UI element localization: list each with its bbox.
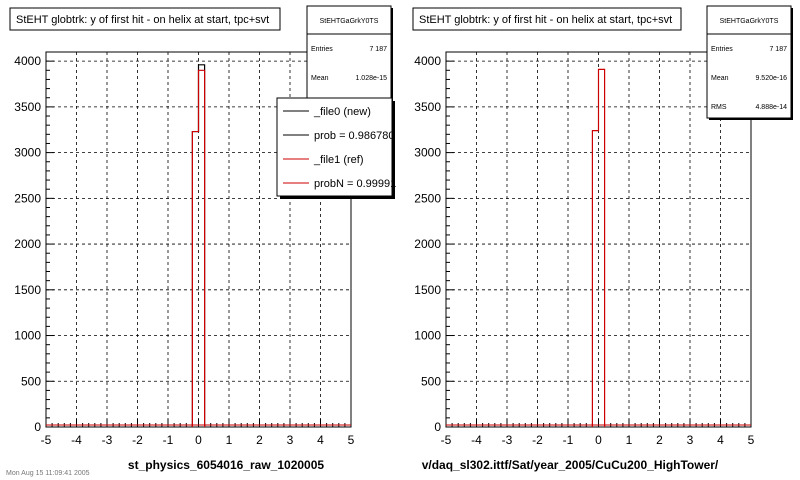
- y-tick-label: 2000: [414, 237, 441, 251]
- x-tick-label: 3: [687, 433, 694, 447]
- x-tick-label: -1: [163, 433, 174, 447]
- y-tick-label: 1000: [14, 329, 41, 343]
- stats-value: 7 187: [769, 46, 787, 53]
- stats-box: [706, 5, 792, 119]
- x-tick-label: -4: [71, 433, 82, 447]
- y-tick-label: 3000: [414, 146, 441, 160]
- legend-entry: probN = 0.99991: [314, 178, 396, 190]
- y-tick-label: 0: [34, 420, 41, 434]
- legend-entry: _file1 (ref): [313, 154, 364, 166]
- chart-panel-1: -5 -4 -3 -2 -1 0 1 2 3 4 5 0 500 1000 1500 2000 2500 3000…: [9, 5, 396, 472]
- x-tick-label: 5: [748, 433, 755, 447]
- x-tick-label: 0: [595, 433, 602, 447]
- stats-name: StEHTGaGrkY0TS: [720, 18, 779, 25]
- y-tick-label: 500: [421, 374, 441, 388]
- y-tick-label: 3500: [14, 100, 41, 114]
- x-tick-label: -3: [502, 433, 513, 447]
- stats-value: 1.028e-15: [355, 75, 387, 82]
- x-tick-label: 0: [195, 433, 202, 447]
- x-tick-label: -5: [441, 433, 452, 447]
- x-tick-label: -2: [532, 433, 543, 447]
- y-tick-label: 2500: [14, 191, 41, 205]
- y-tick-label: 1000: [414, 329, 441, 343]
- y-tick-label: 3500: [414, 100, 441, 114]
- x-axis-label: v/daq_sl302.ittf/Sat/year_2005/CuCu200_H…: [422, 458, 719, 472]
- stats-name: StEHTGaGrkY0TS: [320, 18, 379, 25]
- stats-label: Entries: [711, 46, 733, 53]
- legend: _file0 (new) prob = 0.986780 _file1 (ref) p…: [283, 106, 396, 190]
- y-tick-label: 2000: [14, 237, 41, 251]
- stats-value: 9.520e-16: [755, 75, 787, 82]
- footer-timestamp: Mon Aug 15 11:09:41 2005: [6, 470, 90, 477]
- x-tick-label: -5: [41, 433, 52, 447]
- title-box: [412, 7, 682, 31]
- series-2: [191, 69, 206, 427]
- legend-entry: prob = 0.986780: [314, 130, 394, 142]
- y-tick-label: 1500: [414, 283, 441, 297]
- chart-panel-2: -5 -4 -3 -2 -1 0 1 2 3 4 5 0 500 1000 1500 2000 2500 3000…: [412, 5, 793, 472]
- y-tick-label: 4000: [14, 54, 41, 68]
- stats-label: Mean: [311, 75, 329, 82]
- x-tick-label: -4: [471, 433, 482, 447]
- histogram-outline: [191, 69, 206, 427]
- x-tick-label: 1: [626, 433, 633, 447]
- legend-box: [276, 97, 393, 197]
- y-tick-label: 2500: [414, 191, 441, 205]
- x-tick-label: 3: [287, 433, 294, 447]
- legend-entry: _file0 (new): [313, 106, 371, 118]
- chart-title: StEHT globtrk: y of first hit - on helix…: [16, 14, 269, 26]
- x-tick-label: 2: [656, 433, 663, 447]
- x-tick-label: 4: [717, 433, 724, 447]
- y-tick-label: 3000: [14, 146, 41, 160]
- histogram-outline: [591, 68, 606, 427]
- series-1: [591, 68, 606, 427]
- stats-label: RMS: [711, 104, 727, 111]
- x-tick-label: -3: [102, 433, 113, 447]
- stats-label: Mean: [711, 75, 729, 82]
- x-tick-label: 5: [348, 433, 355, 447]
- y-tick-label: 1500: [14, 283, 41, 297]
- y-tick-label: 500: [21, 374, 41, 388]
- x-tick-label: 4: [317, 433, 324, 447]
- stats-value: 4.888e-14: [755, 104, 787, 111]
- stats-value: 7 187: [369, 46, 387, 53]
- title-box: [9, 7, 281, 31]
- y-tick-label: 0: [434, 420, 441, 434]
- stats-label: Entries: [311, 46, 333, 53]
- x-tick-label: -2: [132, 433, 143, 447]
- x-axis-label: st_physics_6054016_raw_1020005: [128, 458, 324, 472]
- y-tick-label: 4000: [414, 54, 441, 68]
- x-tick-label: -1: [563, 433, 574, 447]
- x-tick-label: 2: [256, 433, 263, 447]
- x-tick-label: 1: [226, 433, 233, 447]
- chart-title: StEHT globtrk: y of first hit - on helix…: [419, 14, 672, 26]
